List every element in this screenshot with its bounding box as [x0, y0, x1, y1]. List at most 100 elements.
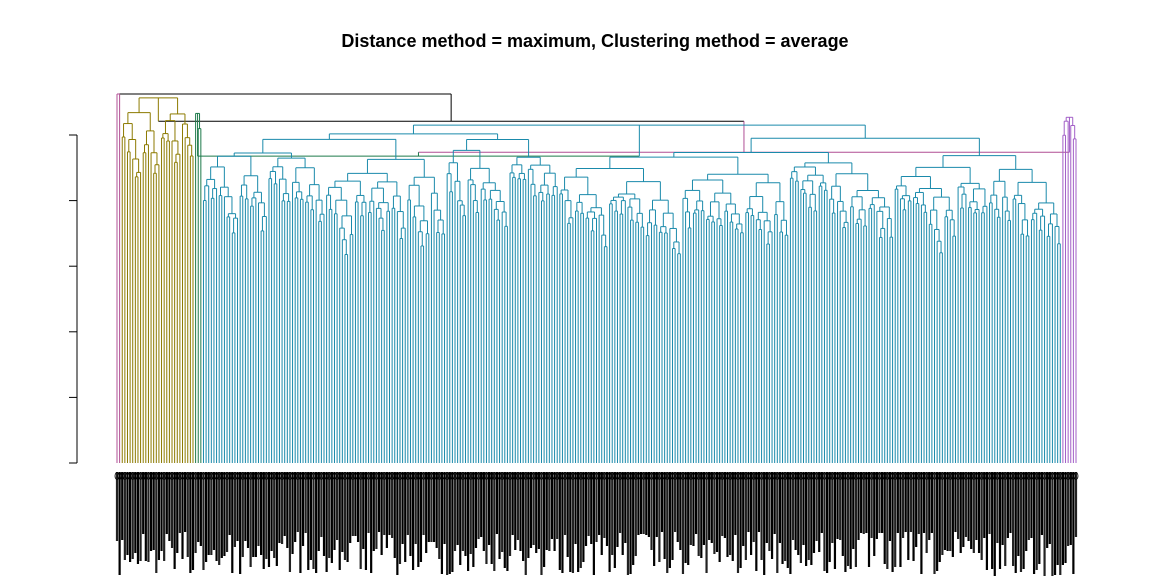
- leaf-label-mark: [683, 472, 688, 480]
- leaf-label: [341, 472, 344, 552]
- leaf-label-mark: [436, 472, 442, 480]
- leaf-label-mark: [630, 472, 636, 480]
- leaf-label: [1067, 472, 1070, 546]
- leaf-label-mark: [560, 472, 565, 480]
- leaf-label-mark: [900, 472, 906, 480]
- leaf-label: [870, 472, 873, 538]
- leaf-label: [522, 472, 525, 561]
- leaf-label: [514, 472, 517, 550]
- leaf-label: [134, 472, 137, 553]
- leaf-label: [710, 472, 713, 543]
- leaf-label-mark: [950, 472, 956, 480]
- leaf-label: [1038, 472, 1041, 564]
- leaf-label: [139, 472, 142, 561]
- leaf-label-mark: [468, 472, 474, 480]
- leaf-label-mark: [174, 472, 180, 480]
- leaf-label: [928, 472, 931, 540]
- leaf-label: [157, 472, 161, 560]
- leaf-label: [152, 472, 155, 550]
- leaf-label-mark: [311, 472, 316, 480]
- leaf-label-mark: [740, 472, 746, 480]
- leaf-label-mark: [1050, 472, 1055, 480]
- leaf-label-mark: [533, 472, 539, 480]
- leaf-label: [967, 472, 970, 541]
- leaf-label: [684, 472, 687, 563]
- leaf-label: [430, 472, 433, 542]
- leaf-label: [312, 472, 315, 569]
- leaf-label-mark: [148, 472, 154, 480]
- leaf-label: [888, 472, 892, 541]
- chart-title: Distance method = maximum, Clustering me…: [341, 31, 848, 51]
- leaf-label-mark: [691, 472, 696, 480]
- leaf-label-mark: [727, 472, 733, 480]
- leaf-label: [377, 472, 381, 532]
- leaf-label-mark: [850, 472, 856, 480]
- leaf-label: [123, 472, 126, 560]
- leaf-label-mark: [769, 472, 775, 480]
- leaf-label-mark: [282, 472, 288, 480]
- leaf-label-mark: [761, 472, 767, 480]
- leaf-label: [802, 472, 805, 545]
- leaf-label-mark: [481, 472, 487, 480]
- leaf-label-mark: [300, 472, 306, 480]
- leaf-label: [1059, 472, 1062, 575]
- leaf-label-mark: [455, 472, 461, 480]
- leaf-label: [878, 472, 881, 533]
- leaf-label: [351, 472, 354, 536]
- leaf-label: [404, 472, 407, 562]
- leaf-label-mark: [882, 472, 888, 480]
- leaf-label-mark: [457, 472, 463, 480]
- leaf-label-mark: [360, 472, 366, 480]
- leaf-label: [655, 472, 658, 537]
- leaf-label-mark: [426, 472, 432, 480]
- leaf-label: [577, 472, 580, 572]
- leaf-label-mark: [879, 472, 885, 480]
- leaf-label-mark: [1039, 472, 1045, 480]
- leaf-label: [626, 472, 630, 575]
- leaf-label-mark: [919, 472, 924, 480]
- leaf-label-mark: [214, 472, 219, 480]
- leaf-label-mark: [324, 472, 330, 480]
- leaf-label: [917, 472, 920, 534]
- leaf-label: [571, 472, 575, 573]
- leaf-label-mark: [206, 472, 212, 480]
- leaf-label-mark: [180, 472, 185, 480]
- leaf-label-mark: [429, 472, 434, 480]
- leaf-label: [385, 472, 388, 548]
- leaf-label-mark: [636, 472, 641, 480]
- leaf-label: [220, 472, 223, 558]
- leaf-label: [1072, 472, 1075, 574]
- leaf-label-mark: [892, 472, 898, 480]
- leaf-label: [1032, 472, 1036, 574]
- leaf-label: [1053, 472, 1057, 575]
- leaf-label: [831, 472, 834, 543]
- leaf-label: [752, 472, 755, 542]
- leaf-label: [647, 472, 650, 537]
- leaf-label: [881, 472, 884, 533]
- leaf-label: [637, 472, 640, 535]
- leaf-label-mark: [871, 472, 877, 480]
- leaf-label-mark: [392, 472, 398, 480]
- leaf-label-mark: [937, 472, 943, 480]
- leaf-label-mark: [722, 472, 728, 480]
- leaf-label: [1064, 472, 1067, 563]
- leaf-label-mark: [394, 472, 400, 480]
- leaf-label-mark: [117, 472, 123, 480]
- leaf-label-mark: [685, 472, 691, 480]
- leaf-label-mark: [290, 472, 295, 480]
- leaf-label-mark: [143, 472, 149, 480]
- leaf-label-mark: [486, 472, 492, 480]
- leaf-label-mark: [140, 472, 146, 480]
- leaf-label-mark: [562, 472, 568, 480]
- leaf-label-mark: [292, 472, 298, 480]
- leaf-label: [1035, 472, 1038, 570]
- leaf-label: [679, 472, 682, 550]
- leaf-label-mark: [449, 472, 455, 480]
- leaf-label-mark: [182, 472, 188, 480]
- leaf-label: [726, 472, 729, 557]
- leaf-label-mark: [546, 472, 552, 480]
- leaf-label: [933, 472, 936, 574]
- leaf-label: [451, 472, 454, 572]
- leaf-label: [516, 472, 519, 540]
- leaf-label-mark: [588, 472, 594, 480]
